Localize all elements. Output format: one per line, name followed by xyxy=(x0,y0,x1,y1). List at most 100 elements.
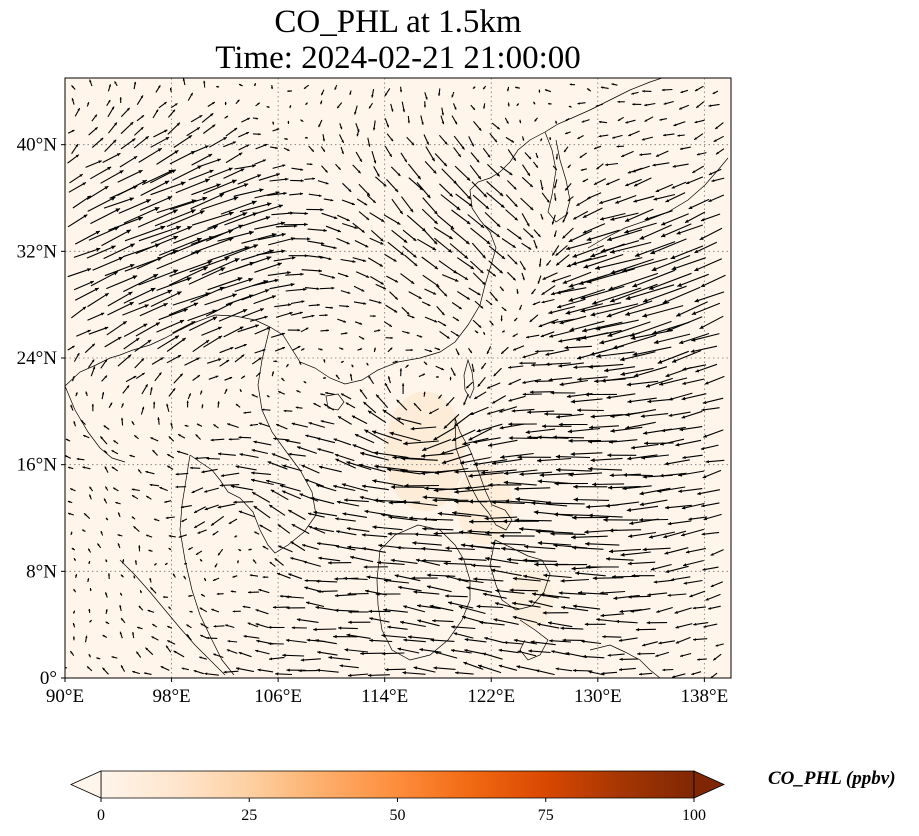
wind-arrow xyxy=(568,472,603,477)
wind-arrow xyxy=(125,375,137,383)
wind-arrow xyxy=(658,377,688,386)
wind-arrow xyxy=(304,177,316,180)
coastline-malay-peninsula xyxy=(179,454,235,676)
wind-arrow xyxy=(642,305,684,318)
wind-arrow xyxy=(584,622,606,626)
wind-arrow xyxy=(188,594,193,597)
wind-arrow xyxy=(252,133,261,136)
wind-arrow xyxy=(703,623,718,628)
wind-arrow xyxy=(464,649,484,655)
wind-arrow xyxy=(218,308,248,322)
wind-arrow xyxy=(71,85,76,90)
wind-arrow xyxy=(115,501,121,505)
wind-arrow xyxy=(403,440,439,446)
wind-arrow xyxy=(637,652,655,656)
wind-arrow xyxy=(325,306,334,309)
wind-arrow xyxy=(685,547,707,554)
wind-arrow xyxy=(67,214,88,228)
wind-arrow xyxy=(316,668,339,673)
wind-arrow xyxy=(703,513,722,521)
wind-arrow xyxy=(508,365,524,369)
wind-arrow xyxy=(273,256,296,262)
wind-arrow xyxy=(120,617,126,624)
wind-arrow xyxy=(467,214,485,229)
wind-arrow xyxy=(327,561,352,565)
colorbar-extend-max xyxy=(693,770,725,799)
wind-arrow xyxy=(275,311,293,318)
wind-arrow xyxy=(402,671,426,675)
wind-arrow xyxy=(570,398,603,404)
wind-arrow xyxy=(519,361,536,365)
wind-arrow xyxy=(605,557,634,561)
wind-arrow xyxy=(225,127,238,137)
wind-arrow xyxy=(207,101,216,107)
wind-arrow xyxy=(445,396,455,407)
wind-arrow xyxy=(538,89,541,93)
wind-arrow xyxy=(708,103,720,107)
wind-arrow xyxy=(710,581,724,588)
wind-arrow xyxy=(480,469,517,475)
wind-arrow xyxy=(290,237,311,241)
wind-arrow xyxy=(631,91,639,95)
wind-arrow xyxy=(216,85,220,88)
wind-arrow xyxy=(170,196,208,211)
wind-arrow xyxy=(384,118,390,128)
wind-arrow xyxy=(207,358,222,364)
wind-arrow xyxy=(184,424,189,427)
wind-arrow xyxy=(598,120,608,124)
wind-arrow xyxy=(166,465,174,470)
wind-arrow xyxy=(514,486,551,491)
wind-arrow xyxy=(372,525,403,531)
wind-arrow xyxy=(519,471,553,477)
wind-arrow xyxy=(464,638,487,643)
wind-arrow xyxy=(577,376,608,382)
wind-arrow xyxy=(615,194,637,204)
wind-arrow xyxy=(399,620,426,628)
wind-arrow xyxy=(210,438,225,442)
wind-arrow xyxy=(107,122,118,134)
wind-arrow xyxy=(644,116,654,122)
wind-arrow xyxy=(86,185,109,200)
wind-arrow xyxy=(489,320,494,326)
longitude-axis: 90°E 98°E 106°E 114°E 122°E 130°E 138°E xyxy=(46,678,728,707)
wind-arrow xyxy=(560,578,589,583)
wind-arrow xyxy=(424,348,433,353)
wind-arrow xyxy=(117,543,121,549)
wind-arrow xyxy=(591,287,642,305)
wind-arrow xyxy=(87,359,95,369)
wind-arrow xyxy=(285,595,305,599)
wind-arrow xyxy=(620,367,654,376)
wind-arrow xyxy=(320,244,337,250)
map-area[interactable] xyxy=(63,77,732,679)
wind-arrow xyxy=(708,168,722,176)
wind-arrow xyxy=(189,145,209,155)
wind-arrow xyxy=(226,649,238,654)
gridlines xyxy=(65,78,731,678)
wind-arrow xyxy=(235,256,272,270)
wind-arrow xyxy=(217,452,236,456)
lon-tick-label: 106°E xyxy=(254,686,302,707)
wind-arrow xyxy=(545,349,570,356)
wind-arrow xyxy=(253,295,276,305)
wind-arrow xyxy=(655,150,669,158)
wind-arrow xyxy=(387,241,405,256)
wind-arrow xyxy=(507,180,517,190)
wind-arrow xyxy=(412,541,442,546)
wind-arrow xyxy=(533,510,573,517)
wind-arrow xyxy=(659,472,687,478)
wind-arrow xyxy=(483,103,486,109)
wind-arrow xyxy=(452,510,488,517)
wind-arrow xyxy=(81,529,86,532)
wind-arrow xyxy=(387,376,391,384)
wind-arrow xyxy=(262,545,269,550)
wind-arrow xyxy=(149,483,160,487)
wind-arrow xyxy=(416,334,423,338)
wind-arrow xyxy=(319,314,328,317)
coastline-mainland xyxy=(65,78,663,387)
wind-arrow xyxy=(257,668,274,673)
wind-arrow xyxy=(307,228,327,232)
wind-arrow xyxy=(153,518,160,522)
wind-arrow xyxy=(175,178,211,194)
wind-arrow xyxy=(355,271,370,279)
wind-arrow xyxy=(166,337,187,352)
